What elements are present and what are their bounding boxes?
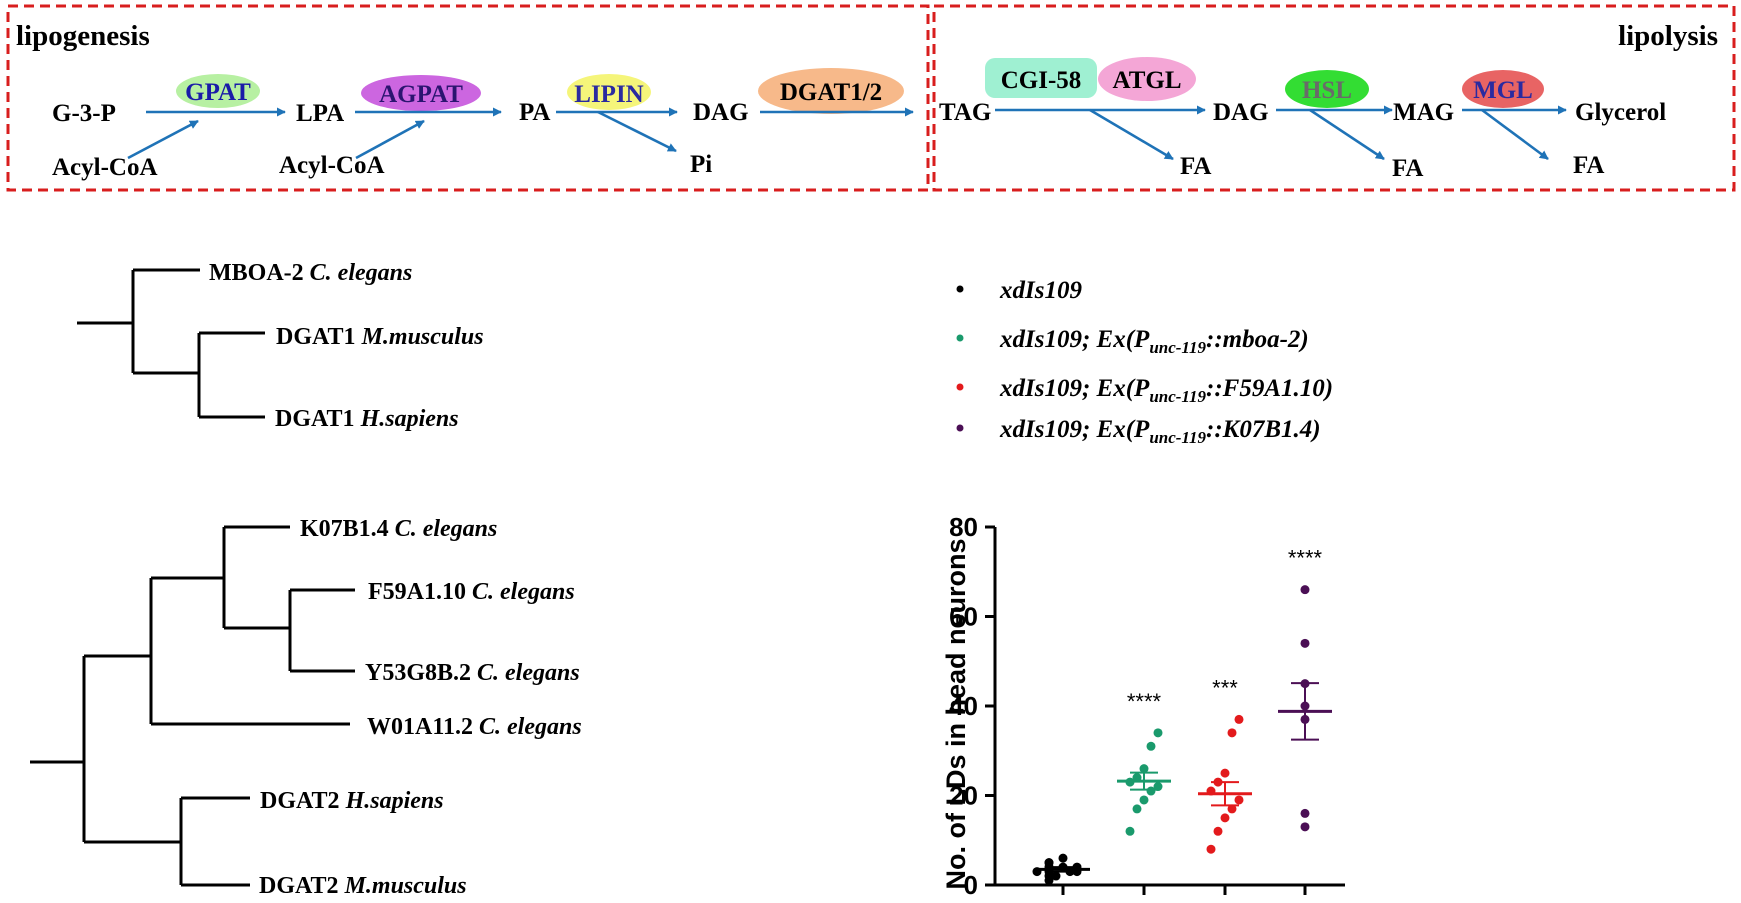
- tree-leaf-dgat2-human: DGAT2 H.sapiens: [260, 788, 444, 814]
- pa-to-pi-arrow: [597, 110, 677, 153]
- glycerol-metabolite: Glycerol: [1575, 99, 1666, 126]
- g3p-metabolite: G-3-P: [52, 100, 116, 127]
- legend-label-1: xdIs109; Ex(Punc-119::mboa-2): [999, 326, 1309, 357]
- significance-label-3: ****: [1288, 546, 1323, 571]
- data-point-g1-2: [1139, 795, 1149, 805]
- legend-label-3: xdIs109; Ex(Punc-119::K07B1.4): [999, 416, 1321, 447]
- legend-label-0: xdIs109: [999, 277, 1082, 304]
- tree-leaf-f59a1: F59A1.10 C. elegans: [368, 579, 575, 605]
- dgat-enzyme-bubble: [758, 68, 904, 114]
- data-point-g1-8: [1146, 741, 1156, 751]
- data-point-g2-8: [1227, 728, 1237, 738]
- tree-leaf-dgat2-mouse: DGAT2 M.musculus: [259, 873, 467, 899]
- chart-legend: xdIs109 xdIs109; Ex(Punc-119::mboa-2) xd…: [956, 277, 1333, 447]
- atgl-enzyme-bubble: [1098, 57, 1196, 101]
- acylcoa-1-metabolite: Acyl-CoA: [52, 154, 158, 181]
- mgl-label: MGL: [1473, 77, 1533, 104]
- data-point-g3-1: [1300, 808, 1310, 818]
- significance-label-2: ***: [1212, 675, 1238, 700]
- tree-leaf-w01a11: W01A11.2 C. elegans: [367, 714, 582, 740]
- cgi58-enzyme-bubble: [985, 58, 1097, 98]
- tree-leaf-k07b1: K07B1.4 C. elegans: [300, 516, 497, 542]
- y-tick-label-3: 60: [949, 602, 978, 632]
- lipogenesis-box: [6, 4, 930, 192]
- data-point-g0-12: [1058, 853, 1068, 863]
- gpat-label: GPAT: [185, 79, 251, 106]
- legend-dot-1: [956, 334, 964, 342]
- data-point-g0-1: [1051, 871, 1061, 881]
- y-axis-title: No. of LDs in head neurons: [941, 538, 971, 889]
- agpat-label: AGPAT: [379, 81, 463, 108]
- data-point-g3-5: [1300, 638, 1310, 648]
- gpat-enzyme-bubble: [176, 74, 260, 108]
- fa-metabolite-3: FA: [1573, 152, 1604, 179]
- fa-metabolite-1: FA: [1180, 153, 1211, 180]
- lipolysis-label: lipolysis: [1618, 20, 1718, 52]
- fa-metabolite-2: FA: [1392, 155, 1423, 182]
- tree-top-labels: MBOA-2 C. elegans DGAT1 M.musculus DGAT1…: [209, 260, 484, 432]
- legend-label-2: xdIs109; Ex(Punc-119::F59A1.10): [999, 375, 1333, 406]
- data-point-g1-7: [1139, 764, 1149, 774]
- mag-to-fa-arrow: [1481, 108, 1549, 161]
- data-point-g2-9: [1234, 714, 1244, 724]
- data-point-g2-0: [1206, 844, 1216, 854]
- y-tick-label-4: 80: [949, 512, 978, 542]
- tag-to-fa-arrow: [1089, 108, 1174, 161]
- pa-metabolite: PA: [519, 99, 550, 126]
- tree-bottom-labels: K07B1.4 C. elegans F59A1.10 C. elegans Y…: [259, 516, 582, 899]
- y-tick-label-0: 0: [964, 870, 978, 900]
- legend-dot-0: [956, 285, 964, 293]
- tree-leaf-mboa2: MBOA-2 C. elegans: [209, 260, 412, 286]
- acylcoa-2-arrow: [355, 119, 425, 160]
- agpat-enzyme-bubble: [361, 75, 481, 111]
- tree-leaf-dgat1-mouse: DGAT1 M.musculus: [276, 324, 484, 350]
- data-point-g2-4: [1234, 795, 1244, 805]
- cgi58-label: CGI-58: [1001, 67, 1082, 94]
- lipin-label: LIPIN: [574, 81, 643, 108]
- pathway-panel: lipogenesis lipolysis: [6, 4, 1736, 192]
- data-point-g1-0: [1125, 826, 1135, 836]
- mgl-enzyme-bubble: [1462, 70, 1544, 108]
- legend-dot-2: [956, 383, 964, 391]
- mag-metabolite: MAG: [1393, 99, 1454, 126]
- tree-bottom: [30, 525, 355, 887]
- data-point-g2-2: [1220, 813, 1230, 823]
- hsl-label: HSL: [1302, 77, 1352, 104]
- pi-metabolite: Pi: [690, 151, 712, 178]
- dag-metabolite-lipogenesis: DAG: [693, 99, 749, 126]
- dgat-label: DGAT1/2: [780, 79, 882, 106]
- acylcoa-2-metabolite: Acyl-CoA: [279, 152, 385, 179]
- tree-top: [77, 268, 265, 419]
- lipolysis-box: [932, 4, 1736, 192]
- significance-label-1: ****: [1127, 689, 1162, 714]
- tree-leaf-y53g8b: Y53G8B.2 C. elegans: [365, 660, 580, 686]
- data-point-g0-11: [1044, 858, 1054, 868]
- lpa-metabolite: LPA: [296, 100, 344, 127]
- dag-metabolite-lipolysis: DAG: [1213, 99, 1269, 126]
- data-point-g3-6: [1300, 585, 1310, 595]
- data-point-g1-9: [1153, 728, 1163, 738]
- tree-leaf-dgat1-human: DGAT1 H.sapiens: [275, 406, 459, 432]
- hsl-enzyme-bubble: [1285, 70, 1369, 108]
- y-tick-label-2: 40: [949, 691, 978, 721]
- data-point-g2-7: [1220, 768, 1230, 778]
- dag-to-fa-arrow: [1309, 108, 1385, 161]
- acylcoa-1-arrow: [127, 119, 199, 160]
- data-point-g1-1: [1132, 804, 1142, 814]
- data-point-g2-3: [1227, 804, 1237, 814]
- lipin-enzyme-bubble: [567, 74, 651, 110]
- tag-metabolite: TAG: [939, 99, 991, 126]
- data-point-g3-0: [1300, 822, 1310, 832]
- legend-dot-3: [956, 424, 964, 432]
- y-tick-label-1: 20: [949, 781, 978, 811]
- lipogenesis-label: lipogenesis: [16, 20, 150, 52]
- atgl-label: ATGL: [1113, 67, 1182, 94]
- data-point-g2-1: [1213, 826, 1223, 836]
